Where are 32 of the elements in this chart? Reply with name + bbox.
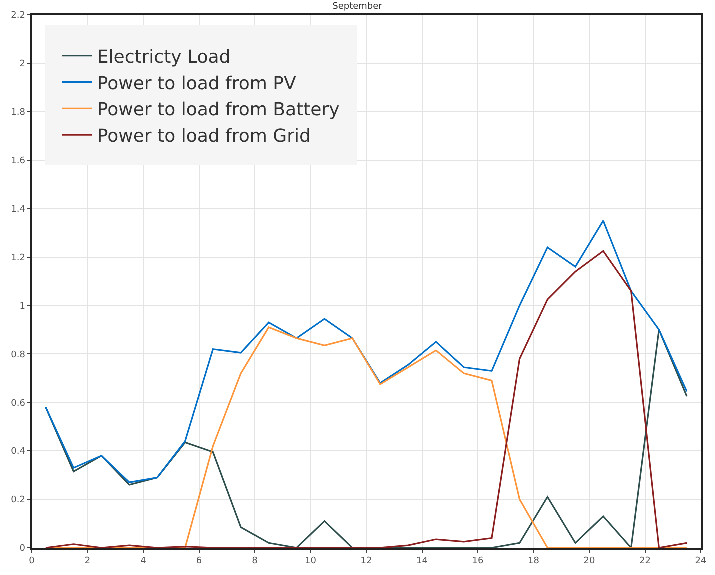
legend-label: Power to load from Grid bbox=[97, 126, 311, 148]
x-tick-label: 18 bbox=[528, 556, 540, 567]
x-tick-label: 12 bbox=[360, 556, 372, 567]
line-series bbox=[45, 220, 688, 484]
y-tick-label: 1 bbox=[20, 302, 26, 312]
x-tick-label: 22 bbox=[640, 556, 651, 567]
x-tick-label: 24 bbox=[695, 556, 707, 567]
y-tick-label: 1.2 bbox=[11, 253, 26, 264]
x-tick-label: 14 bbox=[416, 556, 428, 567]
legend-label: Electricty Load bbox=[97, 46, 231, 68]
x-tick-label: 6 bbox=[196, 556, 202, 567]
chart-title: September bbox=[332, 2, 383, 12]
x-tick-label: 16 bbox=[472, 556, 484, 567]
legend-label: Power to load from PV bbox=[97, 73, 297, 94]
y-tick-label: 0.8 bbox=[11, 350, 26, 360]
line-series bbox=[45, 250, 688, 548]
x-tick-label: 4 bbox=[140, 556, 147, 567]
y-tick-label: 1.8 bbox=[11, 108, 26, 118]
y-tick-label: 0.6 bbox=[11, 398, 26, 409]
x-tick-label: 10 bbox=[305, 556, 317, 567]
y-tick-label: 0 bbox=[20, 544, 26, 554]
y-tick-label: 1.6 bbox=[11, 156, 26, 167]
y-tick-label: 1.4 bbox=[11, 204, 26, 215]
y-tick-label: 2 bbox=[20, 60, 26, 70]
y-tick-label: 0.2 bbox=[11, 496, 26, 506]
x-tick-label: 0 bbox=[29, 556, 36, 567]
legend-label: Power to load from Battery bbox=[97, 100, 340, 121]
x-tick-label: 8 bbox=[252, 556, 258, 567]
y-tick-label: 0.4 bbox=[11, 447, 26, 458]
y-tick-label: 2.2 bbox=[11, 11, 26, 22]
x-tick-label: 20 bbox=[584, 556, 596, 567]
x-tick-label: 2 bbox=[84, 556, 91, 567]
